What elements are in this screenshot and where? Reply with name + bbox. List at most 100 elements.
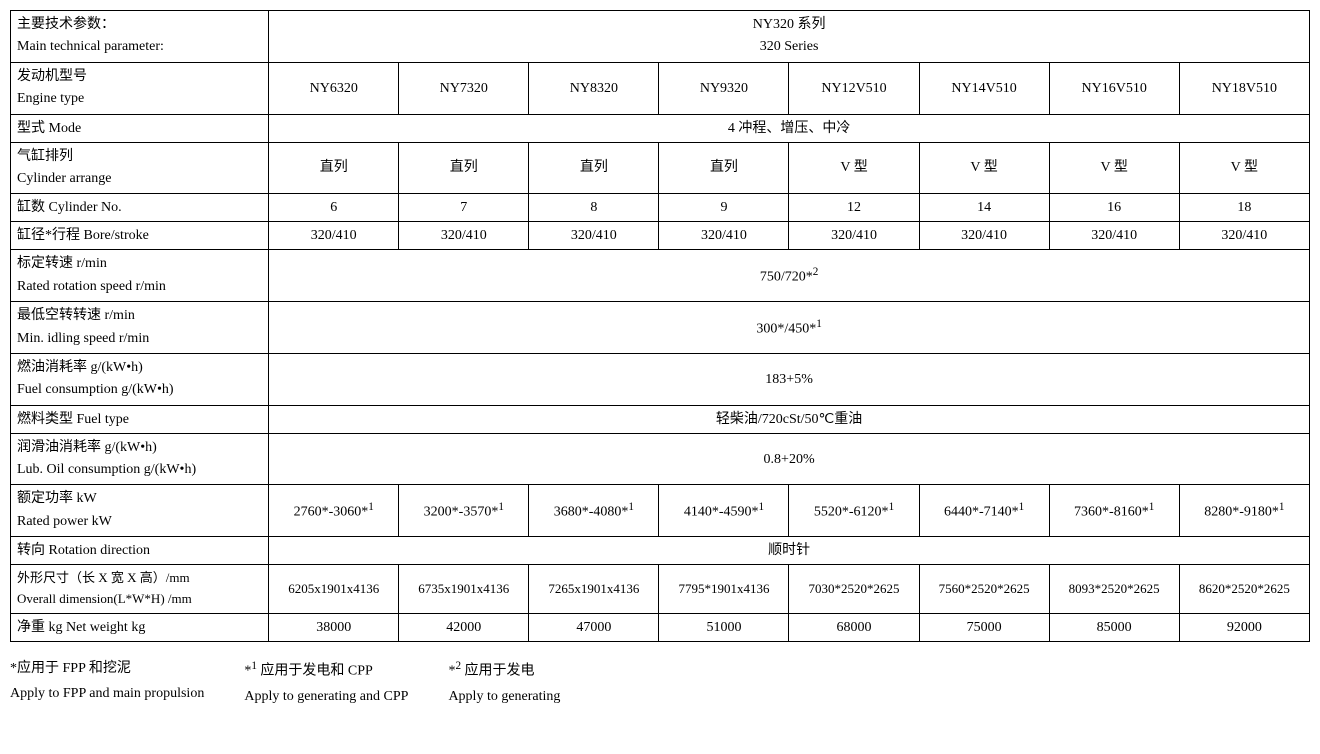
- power-text: 8280*-9180*: [1204, 505, 1279, 520]
- cyl-no-label: 缸数 Cylinder No.: [11, 194, 269, 222]
- power-text: 3680*-4080*: [554, 505, 629, 520]
- dim-label-zh: 外形尺寸（长 X 宽 X 高）/mm: [17, 570, 190, 585]
- dim-cell: 7795*1901x4136: [659, 565, 789, 614]
- rpm-sup: 2: [813, 266, 819, 278]
- footnote-1: *应用于 FPP 和挖泥 Apply to FPP and main propu…: [10, 656, 204, 709]
- engine-label: 发动机型号 Engine type: [11, 62, 269, 114]
- row-rotation: 转向 Rotation direction 顺时针: [11, 537, 1310, 565]
- fuel-label: 燃油消耗率 g/(kW•h) Fuel consumption g/(kW•h): [11, 353, 269, 405]
- row-dimensions: 外形尺寸（长 X 宽 X 高）/mm Overall dimension(L*W…: [11, 565, 1310, 614]
- series-value-zh: NY320 系列: [753, 17, 826, 32]
- dim-cell: 8620*2520*2625: [1179, 565, 1309, 614]
- power-label: 额定功率 kW Rated power kW: [11, 485, 269, 537]
- rpm-value: 750/720*2: [269, 250, 1310, 302]
- series-value-en: 320 Series: [760, 39, 819, 54]
- idle-sup: 1: [816, 318, 822, 330]
- cyl-arr-cell: 直列: [269, 142, 399, 194]
- bore-cell: 320/410: [269, 222, 399, 250]
- cyl-arr-cell: 直列: [659, 142, 789, 194]
- cyl-no-cell: 8: [529, 194, 659, 222]
- cyl-arr-cell: V 型: [789, 142, 919, 194]
- weight-cell: 38000: [269, 613, 399, 641]
- power-cell: 3200*-3570*1: [399, 485, 529, 537]
- fuel-label-en: Fuel consumption g/(kW•h): [17, 382, 174, 397]
- rpm-value-text: 750/720*: [760, 270, 813, 285]
- weight-cell: 68000: [789, 613, 919, 641]
- cyl-arr-cell: V 型: [1179, 142, 1309, 194]
- power-text: 4140*-4590*: [684, 505, 759, 520]
- row-rated-rpm: 标定转速 r/min Rated rotation speed r/min 75…: [11, 250, 1310, 302]
- engine-type-cell: NY18V510: [1179, 62, 1309, 114]
- row-net-weight: 净重 kg Net weight kg 38000 42000 47000 51…: [11, 613, 1310, 641]
- bore-label: 缸径*行程 Bore/stroke: [11, 222, 269, 250]
- power-sup: 1: [1019, 501, 1025, 513]
- row-rated-power: 额定功率 kW Rated power kW 2760*-3060*1 3200…: [11, 485, 1310, 537]
- power-cell: 7360*-8160*1: [1049, 485, 1179, 537]
- power-text: 6440*-7140*: [944, 505, 1019, 520]
- engine-type-cell: NY12V510: [789, 62, 919, 114]
- cyl-no-cell: 14: [919, 194, 1049, 222]
- cyl-arr-cell: V 型: [919, 142, 1049, 194]
- cyl-arr-label: 气缸排列 Cylinder arrange: [11, 142, 269, 194]
- cyl-arr-label-zh: 气缸排列: [17, 149, 73, 164]
- row-cylinder-arrange: 气缸排列 Cylinder arrange 直列 直列 直列 直列 V 型 V …: [11, 142, 1310, 194]
- cyl-no-cell: 6: [269, 194, 399, 222]
- row-cylinder-no: 缸数 Cylinder No. 6 7 8 9 12 14 16 18: [11, 194, 1310, 222]
- row-engine-type: 发动机型号 Engine type NY6320 NY7320 NY8320 N…: [11, 62, 1310, 114]
- footnote-2-post: 应用于发电和 CPP: [257, 664, 373, 679]
- engine-label-zh: 发动机型号: [17, 69, 87, 84]
- dim-label-en: Overall dimension(L*W*H) /mm: [17, 591, 192, 606]
- bore-cell: 320/410: [1049, 222, 1179, 250]
- lub-label-zh: 润滑油消耗率 g/(kW•h): [17, 440, 157, 455]
- power-text: 2760*-3060*: [294, 505, 369, 520]
- spec-table: 主要技术参数： Main technical parameter: NY320 …: [10, 10, 1310, 642]
- cyl-no-cell: 18: [1179, 194, 1309, 222]
- footnote-3-en: Apply to generating: [448, 689, 560, 704]
- row-lub-oil: 润滑油消耗率 g/(kW•h) Lub. Oil consumption g/(…: [11, 433, 1310, 485]
- cyl-no-cell: 12: [789, 194, 919, 222]
- dim-cell: 7030*2520*2625: [789, 565, 919, 614]
- footnote-1-en: Apply to FPP and main propulsion: [10, 686, 204, 701]
- engine-type-cell: NY6320: [269, 62, 399, 114]
- row-idle-speed: 最低空转转速 r/min Min. idling speed r/min 300…: [11, 302, 1310, 354]
- dim-label: 外形尺寸（长 X 宽 X 高）/mm Overall dimension(L*W…: [11, 565, 269, 614]
- cyl-arr-cell: 直列: [399, 142, 529, 194]
- power-sup: 1: [758, 501, 764, 513]
- dim-cell: 7265x1901x4136: [529, 565, 659, 614]
- weight-cell: 75000: [919, 613, 1049, 641]
- weight-cell: 47000: [529, 613, 659, 641]
- idle-label-zh: 最低空转转速 r/min: [17, 308, 135, 323]
- power-text: 7360*-8160*: [1074, 505, 1149, 520]
- bore-cell: 320/410: [789, 222, 919, 250]
- fuel-label-zh: 燃油消耗率 g/(kW•h): [17, 360, 143, 375]
- power-label-zh: 额定功率 kW: [17, 491, 97, 506]
- bore-cell: 320/410: [919, 222, 1049, 250]
- idle-value-text: 300*/450*: [756, 321, 816, 336]
- power-sup: 1: [628, 501, 634, 513]
- power-cell: 3680*-4080*1: [529, 485, 659, 537]
- idle-label-en: Min. idling speed r/min: [17, 331, 149, 346]
- series-label-en: Main technical parameter:: [17, 39, 164, 54]
- idle-value: 300*/450*1: [269, 302, 1310, 354]
- cyl-no-cell: 16: [1049, 194, 1179, 222]
- mode-value: 4 冲程、增压、中冷: [269, 114, 1310, 142]
- power-cell: 5520*-6120*1: [789, 485, 919, 537]
- dim-cell: 7560*2520*2625: [919, 565, 1049, 614]
- series-value: NY320 系列 320 Series: [269, 11, 1310, 63]
- power-label-en: Rated power kW: [17, 514, 112, 529]
- power-sup: 1: [368, 501, 374, 513]
- power-text: 3200*-3570*: [424, 505, 499, 520]
- power-cell: 2760*-3060*1: [269, 485, 399, 537]
- footnote-2: *1 应用于发电和 CPP Apply to generating and CP…: [244, 656, 408, 709]
- series-label-zh: 主要技术参数：: [17, 17, 115, 32]
- bore-cell: 320/410: [659, 222, 789, 250]
- lub-label: 润滑油消耗率 g/(kW•h) Lub. Oil consumption g/(…: [11, 433, 269, 485]
- fueltype-value: 轻柴油/720cSt/50℃重油: [269, 405, 1310, 433]
- rot-label: 转向 Rotation direction: [11, 537, 269, 565]
- cyl-arr-cell: 直列: [529, 142, 659, 194]
- cyl-no-cell: 9: [659, 194, 789, 222]
- mode-label: 型式 Mode: [11, 114, 269, 142]
- bore-cell: 320/410: [399, 222, 529, 250]
- rpm-label-zh: 标定转速 r/min: [17, 256, 107, 271]
- bore-cell: 320/410: [529, 222, 659, 250]
